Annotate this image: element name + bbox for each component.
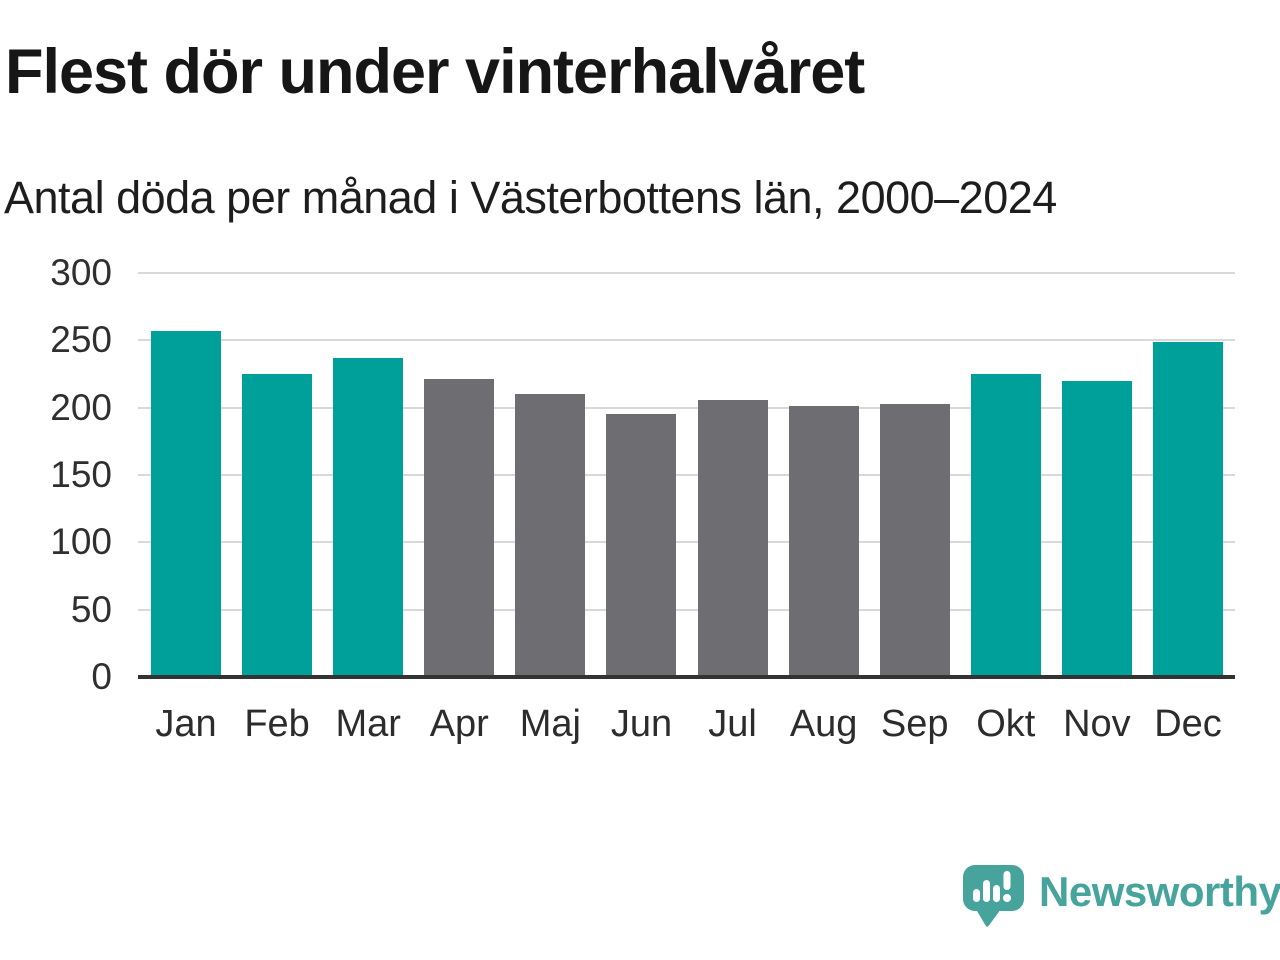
gridline-200 xyxy=(138,406,1235,409)
bar-maj xyxy=(515,394,586,677)
gridline-100 xyxy=(138,541,1235,544)
y-tick-label-200: 200 xyxy=(50,386,112,428)
y-tick-label-50: 50 xyxy=(70,588,112,630)
logo-text: Newsworthy xyxy=(1039,868,1280,915)
bar-jun xyxy=(606,414,677,677)
plot-area xyxy=(138,272,1235,679)
x-tick-label-okt: Okt xyxy=(976,703,1036,745)
x-tick-label-dec: Dec xyxy=(1154,703,1222,745)
gridline-250 xyxy=(138,339,1235,342)
bar-nov xyxy=(1061,380,1132,677)
chart-title: Flest dör under vinterhalvåret xyxy=(5,37,865,107)
bar-feb xyxy=(242,374,313,677)
logo-exclamation-dot xyxy=(1003,894,1011,902)
bar-okt xyxy=(970,374,1041,677)
logo-bar-3 xyxy=(993,885,1000,902)
bar-jan xyxy=(151,330,221,677)
x-tick-label-jan: Jan xyxy=(155,703,217,745)
bar-chart-speech-bubble-icon xyxy=(963,865,1024,927)
x-tick-label-jun: Jun xyxy=(610,703,673,745)
bar-jul xyxy=(697,399,768,677)
y-tick-label-300: 300 xyxy=(50,252,112,293)
x-tick-label-nov: Nov xyxy=(1063,703,1131,745)
chart-subtitle: Antal döda per månad i Västerbottens län… xyxy=(4,172,1057,223)
gridline-300 xyxy=(138,272,1235,274)
logo-bar-2 xyxy=(983,880,990,902)
x-axis-line xyxy=(138,675,1235,679)
x-tick-label-aug: Aug xyxy=(789,703,858,745)
y-tick-label-250: 250 xyxy=(50,319,112,361)
x-tick-label-jul: Jul xyxy=(708,703,757,745)
bar-aug xyxy=(788,406,859,677)
x-tick-label-mar: Mar xyxy=(335,703,401,745)
bar-apr xyxy=(424,379,495,677)
bar-sep xyxy=(879,403,950,677)
logo-bar-1 xyxy=(973,889,980,902)
y-tick-label-150: 150 xyxy=(50,454,112,495)
bar-mar xyxy=(333,357,404,677)
x-tick-label-maj: Maj xyxy=(519,703,581,745)
x-tick-label-feb: Feb xyxy=(244,703,310,745)
y-tick-label-100: 100 xyxy=(50,521,112,563)
y-tick-label-0: 0 xyxy=(91,656,112,697)
x-tick-label-apr: Apr xyxy=(429,703,489,745)
logo-exclamation-stem xyxy=(1003,871,1011,890)
newsworthy-logo: Newsworthy xyxy=(963,864,1280,928)
x-tick-label-sep: Sep xyxy=(880,703,949,745)
bar-dec xyxy=(1153,341,1223,677)
gridline-150 xyxy=(138,474,1235,476)
gridline-50 xyxy=(138,608,1235,611)
